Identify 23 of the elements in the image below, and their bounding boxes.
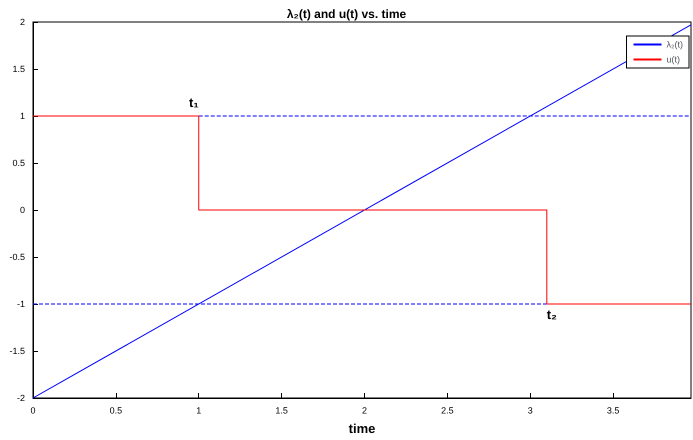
- annotation: t₂: [546, 307, 558, 322]
- x-tick-label: 1.5: [275, 406, 288, 416]
- legend-label: λ₂(t): [666, 40, 684, 50]
- y-tick-label: -2: [16, 393, 25, 403]
- y-tick-label: -1: [16, 299, 25, 309]
- x-tick-label: 2: [362, 406, 367, 416]
- x-tick-label: 0.5: [110, 406, 122, 416]
- legend-label: u(t): [666, 54, 680, 64]
- x-axis-title: time: [348, 421, 376, 436]
- chart-title: λ₂(t) and u(t) vs. time: [286, 7, 406, 21]
- y-tick-label: -1.5: [9, 346, 25, 356]
- x-tick-label: 3: [528, 406, 533, 416]
- x-tick-label: 0: [30, 406, 36, 416]
- y-tick-label: -0.5: [9, 252, 25, 262]
- y-tick-label: 1: [20, 111, 25, 121]
- y-tick-label: 0: [20, 205, 25, 215]
- x-tick-label: 2.5: [441, 406, 454, 416]
- x-tick-label: 3.5: [606, 406, 620, 416]
- y-tick-label: 1.5: [12, 64, 25, 74]
- annotation: t₁: [189, 95, 199, 110]
- y-tick-label: 0.5: [12, 158, 25, 168]
- y-tick-label: 2: [20, 17, 25, 27]
- x-tick-label: 1: [196, 406, 202, 416]
